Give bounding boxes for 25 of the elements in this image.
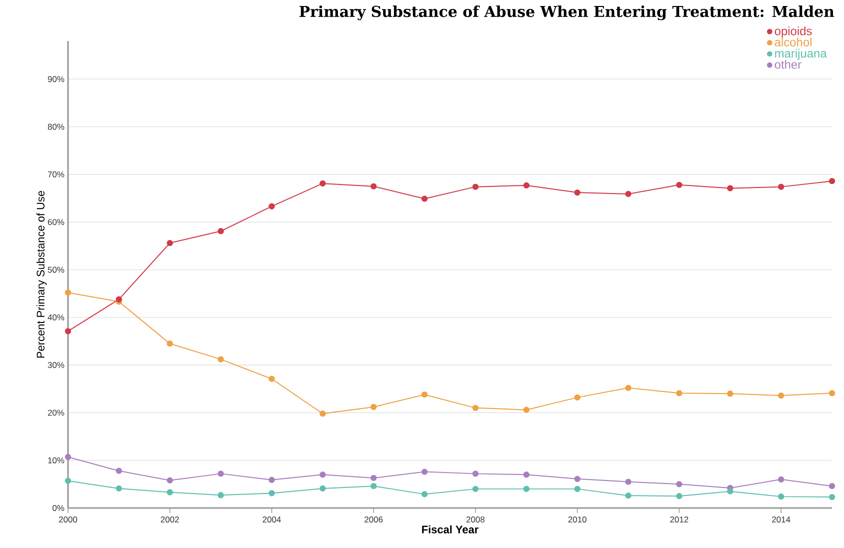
y-tick-label: 30% [48, 362, 64, 368]
x-tick-label: 2004 [262, 516, 281, 522]
x-tick-label: 2012 [670, 516, 688, 522]
x-tick-label: 2002 [160, 516, 179, 522]
y-tick-label: 0% [52, 505, 64, 511]
x-tick-label: 2008 [466, 516, 485, 522]
legend-label: other [774, 60, 802, 69]
x-tick-label: 2014 [772, 516, 790, 522]
y-tick-label: 70% [48, 171, 64, 178]
y-tick-label: 50% [48, 266, 64, 273]
y-tick-label: 20% [48, 410, 64, 416]
x-tick-label: 2006 [364, 516, 383, 522]
chart-title: Primary Substance of Abuse When Entering Treatment: Malden [300, 6, 834, 20]
y-tick-label: 10% [48, 457, 64, 464]
legend-label: opioids [774, 26, 812, 38]
x-tick-label: 2000 [59, 516, 78, 522]
x-tick-label: 2010 [568, 516, 586, 522]
y-tick-label: 90% [48, 76, 64, 82]
y-tick-label: 40% [48, 314, 64, 320]
legend-label: alcohol [774, 38, 812, 46]
legend-label: marijuana [775, 48, 827, 60]
y-tick-label: 60% [48, 219, 64, 226]
y-tick-label: 80% [48, 124, 64, 130]
x-axis-title: Fiscal Year [422, 525, 478, 534]
y-axis-title: Percent Primary Substance of Use [36, 190, 47, 358]
